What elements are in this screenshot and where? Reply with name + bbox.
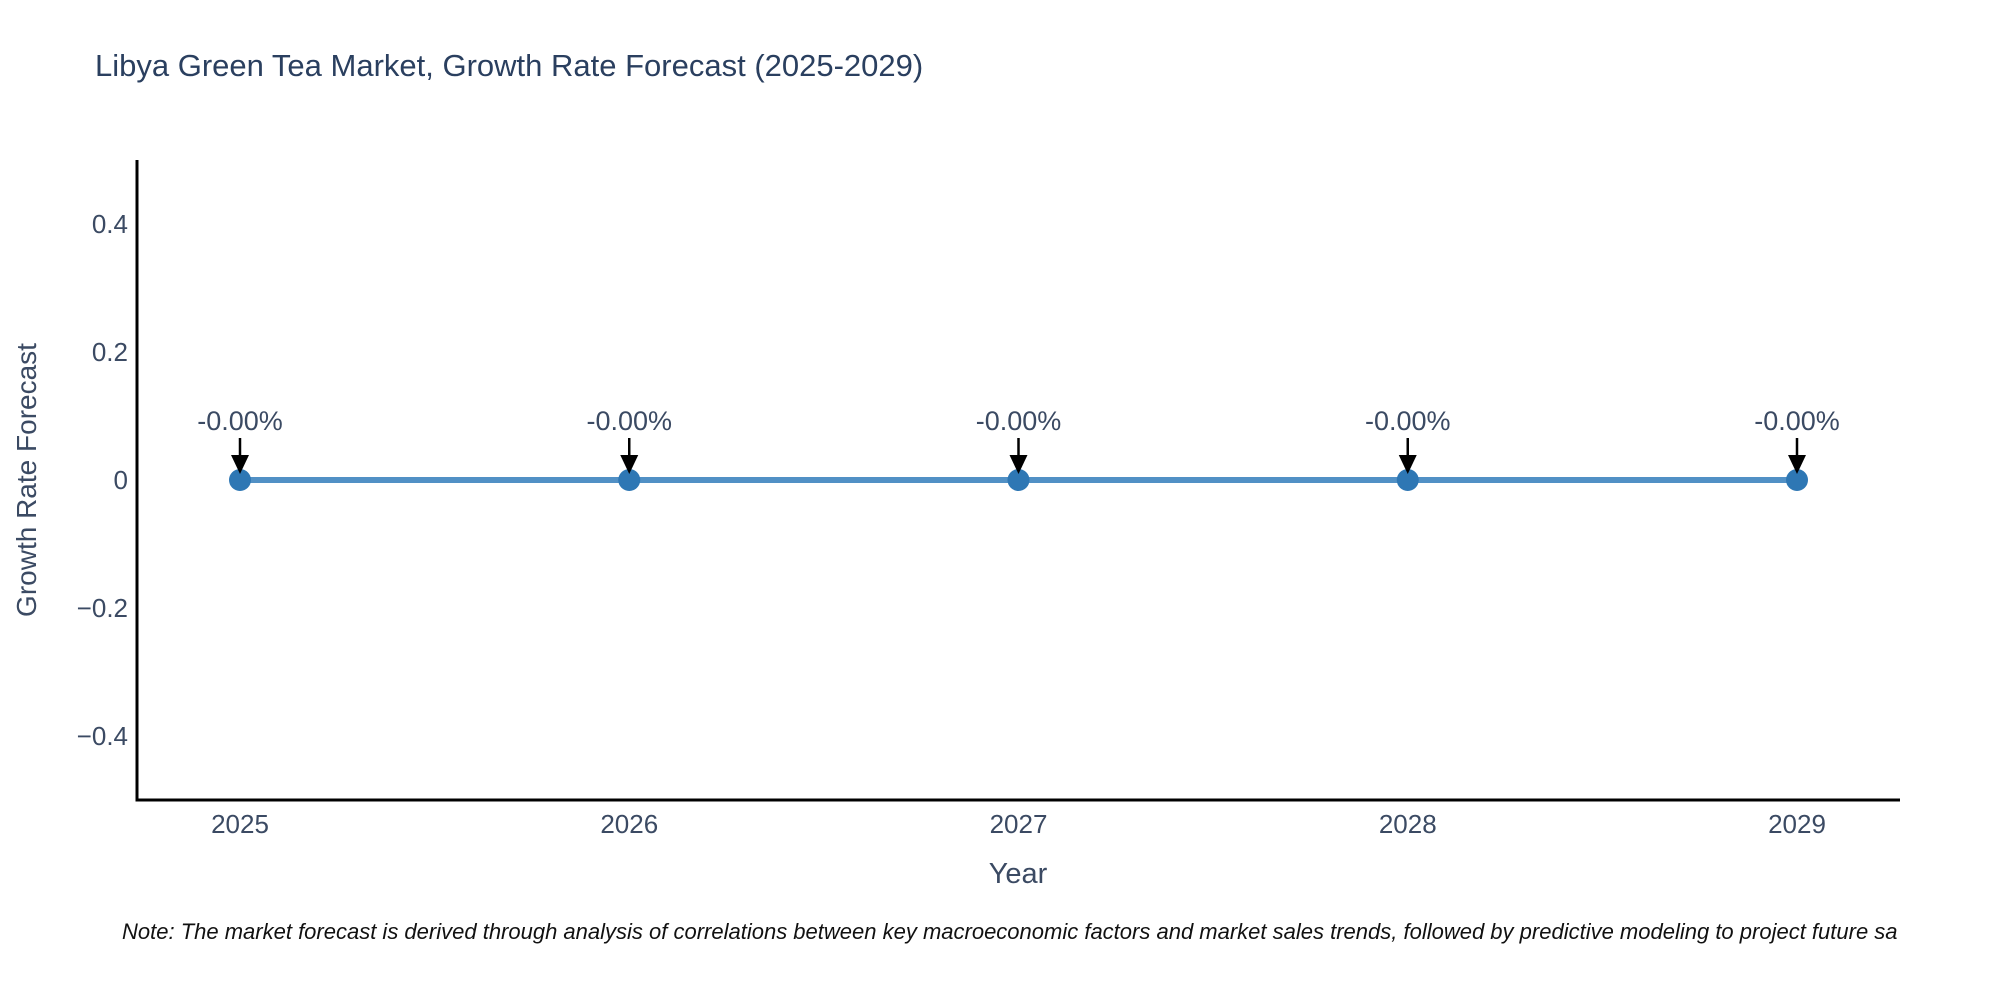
annotation-arrowhead-icon [620,455,639,474]
y-tick-label: −0.4 [77,721,128,751]
point-annotation-label: -0.00% [197,406,283,436]
x-tick-label: 2025 [211,809,269,839]
annotation-arrowhead-icon [231,455,249,474]
point-annotation-label: -0.00% [1365,406,1451,436]
data-point-marker[interactable] [1396,469,1419,491]
x-tick-label: 2027 [990,809,1048,839]
y-tick-label: 0.4 [92,209,128,239]
chart-title: Libya Green Tea Market, Growth Rate Fore… [95,48,924,83]
x-tick-label: 2029 [1768,809,1826,839]
data-point-marker[interactable] [229,469,251,491]
y-tick-label: 0.2 [92,337,128,367]
x-axis-title: Year [988,858,1048,890]
data-point-marker[interactable] [618,469,641,491]
data-point-marker[interactable] [1007,469,1030,491]
y-tick-label: −0.2 [77,593,128,623]
y-axis-title: Growth Rate Forecast [11,343,42,617]
x-tick-label: 2028 [1379,809,1437,839]
point-annotation-label: -0.00% [1754,406,1840,436]
point-annotation-label: -0.00% [586,406,672,436]
annotation-arrowhead-icon [1398,455,1417,474]
point-annotation-label: -0.00% [976,406,1062,436]
data-point-marker[interactable] [1786,469,1808,491]
footnote: Note: The market forecast is derived thr… [122,919,1898,944]
x-tick-label: 2026 [600,809,658,839]
y-tick-label: 0 [114,465,128,495]
annotation-arrowhead-icon [1788,455,1806,474]
annotation-arrowhead-icon [1009,455,1028,474]
